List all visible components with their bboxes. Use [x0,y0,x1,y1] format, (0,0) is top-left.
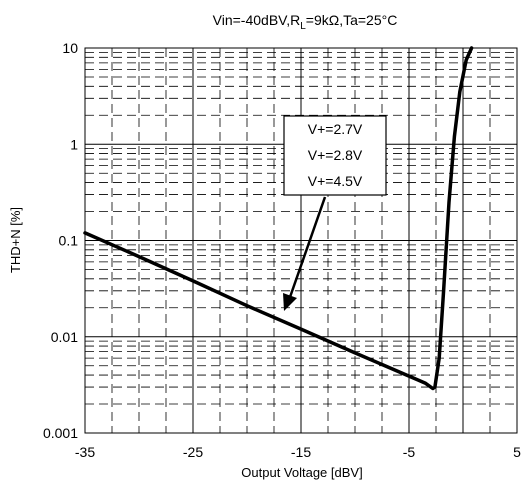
chart-title: Vin=-40dBV,RL=9kΩ,Ta=25°C [213,12,398,32]
legend-entry-2: V+=2.8V [308,147,363,163]
x-tick-label: -25 [183,444,203,460]
y-tick-label: 1 [70,136,78,152]
legend-entry-3: V+=4.5V [308,173,363,189]
x-tick-labels: -35 -25 -15 -5 5 [75,444,521,460]
legend-arrow-shaft [287,196,327,301]
y-axis-label: THD+N [%] [8,207,23,273]
x-tick-label: -5 [403,444,416,460]
x-tick-label: -35 [75,444,95,460]
legend-entry-1: V+=2.7V [308,121,363,137]
y-tick-labels: 0.001 0.01 0.1 1 10 [43,40,78,441]
y-tick-label: 10 [62,40,78,56]
series-line-1 [83,46,474,391]
series-layer [83,46,474,391]
y-tick-label: 0.001 [43,425,78,441]
plot-frame [84,47,518,434]
legend: V+=2.7V V+=2.8V V+=4.5V [283,115,387,311]
x-tick-label: -15 [291,444,311,460]
y-tick-label: 0.1 [59,233,79,249]
y-tick-label: 0.01 [51,329,78,345]
x-axis-label: Output Voltage [dBV] [241,465,362,480]
legend-box [283,115,387,196]
x-tick-label: 5 [513,444,521,460]
legend-arrow-head [283,293,297,311]
